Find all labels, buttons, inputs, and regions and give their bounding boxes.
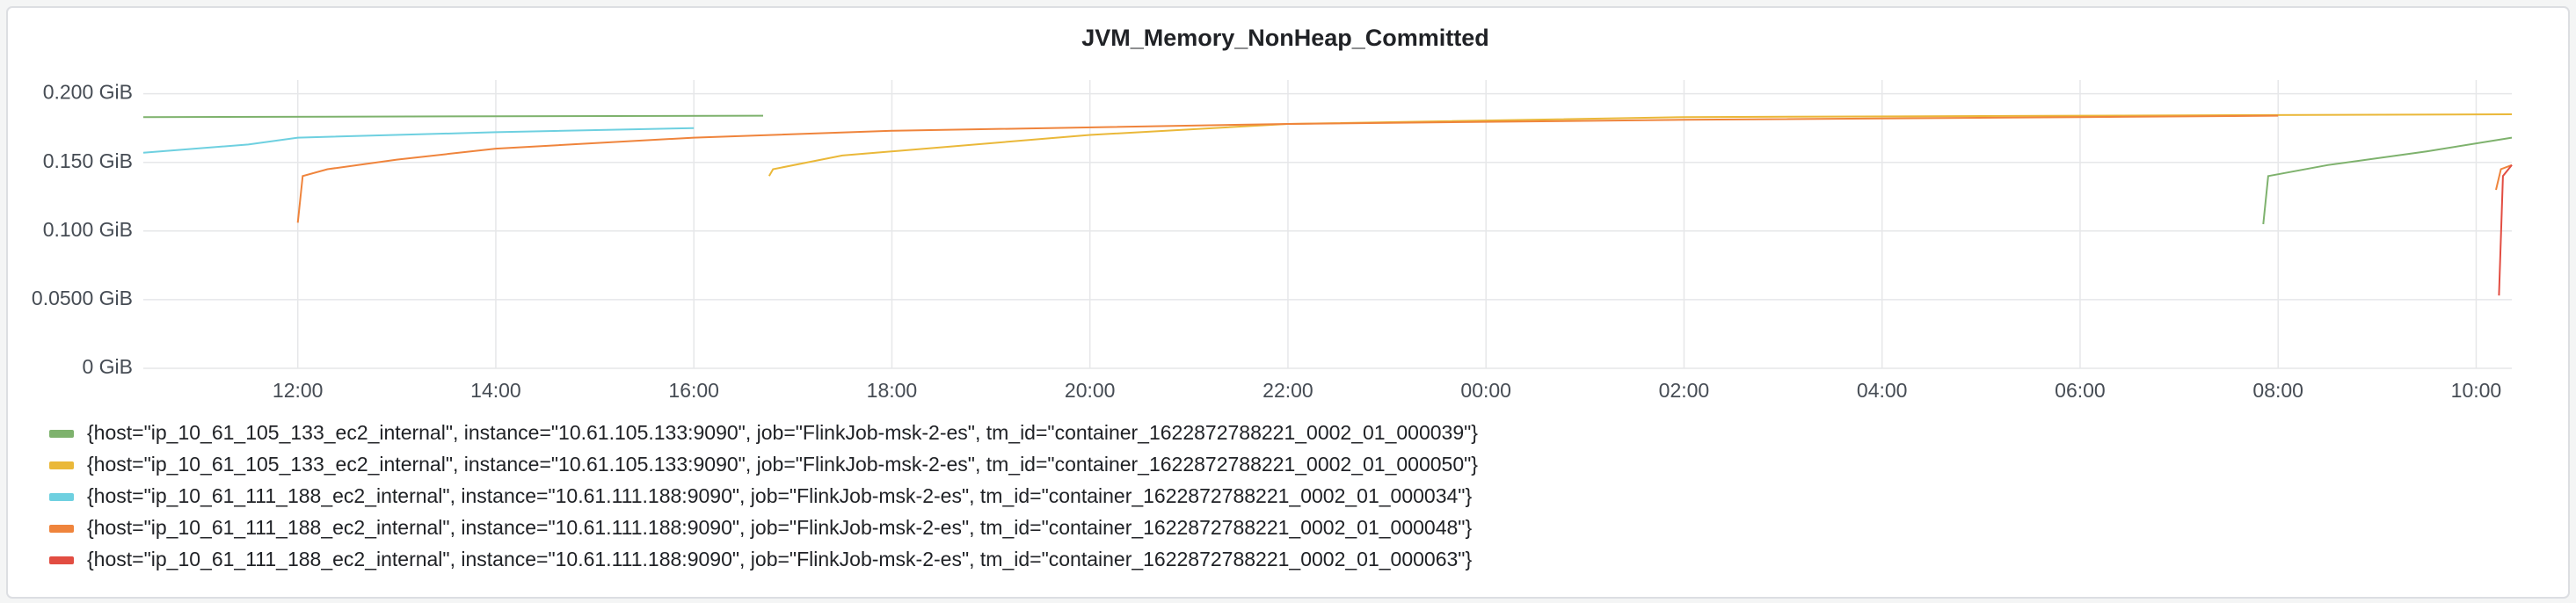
y-tick-label: 0 GiB <box>82 355 133 378</box>
x-tick-label: 16:00 <box>668 379 719 402</box>
y-tick-label: 0.0500 GiB <box>32 287 133 309</box>
legend-label: {host="ip_10_61_111_188_ec2_internal", i… <box>87 516 1472 539</box>
grid: 0 GiB 0.0500 GiB 0.100 GiB 0.150 GiB 0.200 G… <box>32 80 2512 402</box>
x-tick-label: 08:00 <box>2252 379 2303 402</box>
series-line <box>768 113 2513 177</box>
legend-swatch <box>49 556 74 564</box>
y-tick-label: 0.200 GiB <box>43 81 133 104</box>
x-tick-label: 04:00 <box>1857 379 1908 402</box>
x-tick-label: 18:00 <box>867 379 918 402</box>
x-tick-label: 12:00 <box>273 379 324 402</box>
y-tick-label: 0.150 GiB <box>43 149 133 172</box>
y-tick-label: 0.100 GiB <box>43 218 133 241</box>
series-line <box>142 114 2513 225</box>
legend-swatch <box>49 525 74 533</box>
legend-label: {host="ip_10_61_105_133_ec2_internal", i… <box>87 453 1478 476</box>
series-line <box>142 127 695 154</box>
chart-title: JVM_Memory_NonHeap_Committed <box>1081 25 1489 51</box>
legend-label: {host="ip_10_61_111_188_ec2_internal", i… <box>87 548 1472 570</box>
legend-swatch <box>49 493 74 501</box>
x-tick-label: 22:00 <box>1263 379 1313 402</box>
x-tick-label: 06:00 <box>2055 379 2106 402</box>
legend-swatch <box>49 430 74 438</box>
plot <box>142 113 2513 296</box>
x-tick-label: 00:00 <box>1460 379 1511 402</box>
series-line <box>2498 164 2513 296</box>
x-tick-label: 10:00 <box>2451 379 2502 402</box>
x-tick-label: 02:00 <box>1659 379 1710 402</box>
legend: {host="ip_10_61_105_133_ec2_internal", i… <box>49 421 1478 570</box>
legend-swatch <box>49 461 74 469</box>
legend-label: {host="ip_10_61_105_133_ec2_internal", i… <box>87 421 1478 444</box>
series-line <box>296 114 2513 223</box>
x-tick-label: 14:00 <box>470 379 521 402</box>
legend-label: {host="ip_10_61_111_188_ec2_internal", i… <box>87 484 1472 507</box>
x-tick-label: 20:00 <box>1065 379 1116 402</box>
